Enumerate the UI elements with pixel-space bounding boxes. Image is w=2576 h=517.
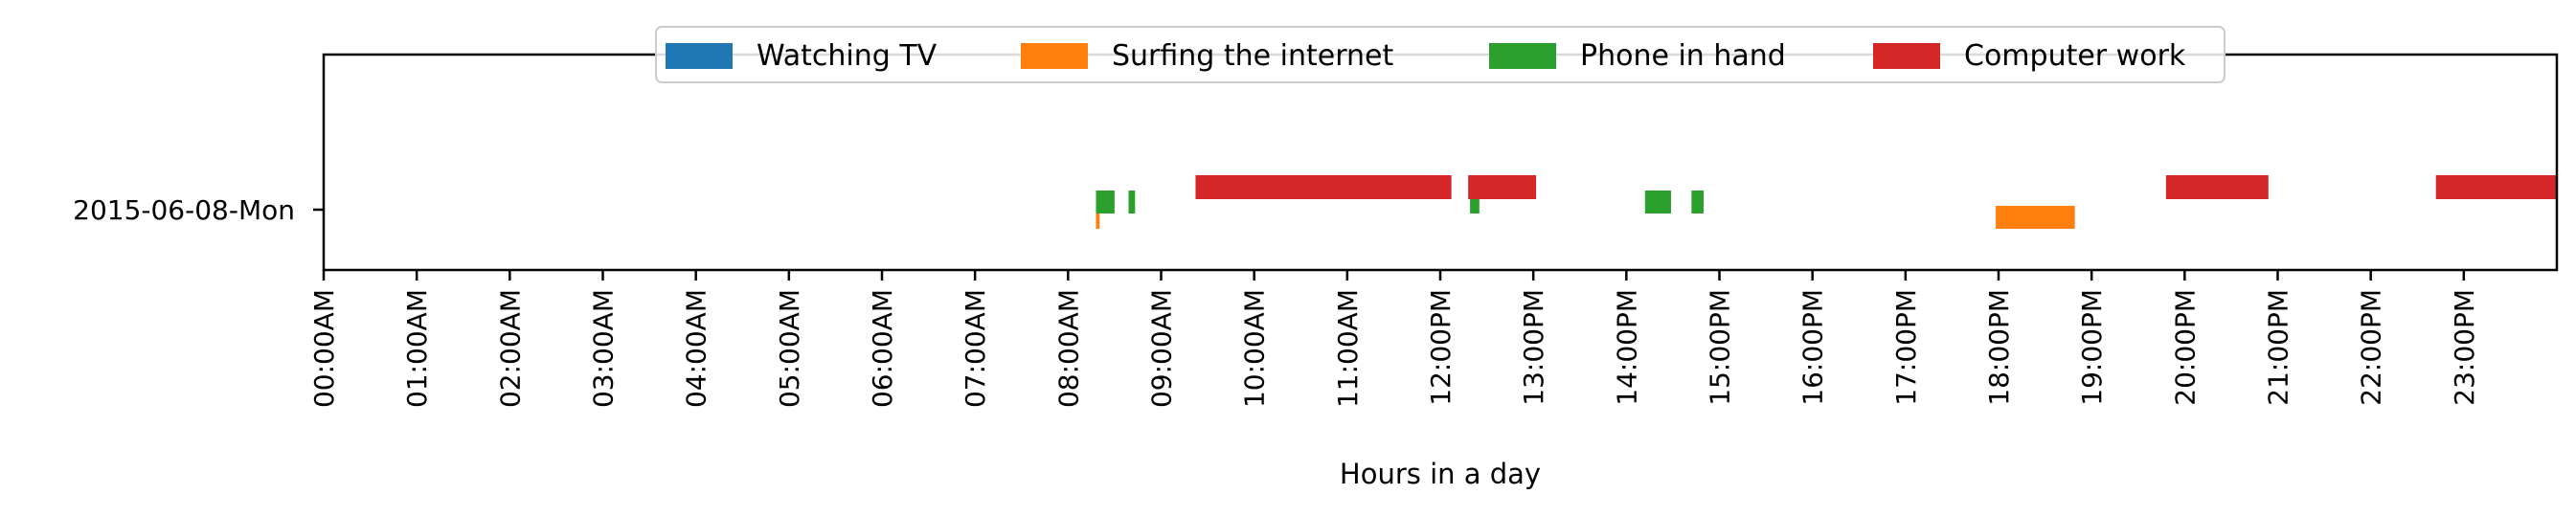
plot-area-frame xyxy=(322,53,2559,272)
x-tick-label-10: 10:00AM xyxy=(1239,289,1271,408)
x-tick-label-2: 02:00AM xyxy=(494,289,526,408)
y-tick-label-0: 2015-06-08-Mon xyxy=(73,194,295,226)
legend: Watching TV Surfing the internet Phone in … xyxy=(655,26,2226,83)
bar-series-1-interval-0 xyxy=(1096,206,1100,229)
x-tick-label-3: 03:00AM xyxy=(588,289,620,408)
x-tick-label-20: 20:00PM xyxy=(2169,289,2201,406)
x-tick-label-13: 13:00PM xyxy=(1518,289,1549,406)
x-tick-label-21: 21:00PM xyxy=(2263,289,2294,406)
x-tick-label-17: 17:00PM xyxy=(1890,289,1922,406)
x-tick-label-11: 11:00AM xyxy=(1332,289,1364,408)
x-axis: 00:00AM 01:00AM 02:00AM 03:00AM 04:00AM 05:00… xyxy=(308,270,2480,408)
bar-series-3-interval-1 xyxy=(1468,175,1537,199)
x-tick-label-8: 08:00AM xyxy=(1052,289,1084,408)
legend-swatch-0 xyxy=(666,43,733,69)
x-tick-label-9: 09:00AM xyxy=(1146,289,1178,408)
x-tick-label-7: 07:00AM xyxy=(960,289,991,408)
x-tick-label-6: 06:00AM xyxy=(867,289,898,408)
activity-bars xyxy=(1096,175,2557,229)
x-tick-label-23: 23:00PM xyxy=(2449,289,2480,406)
bar-series-2-interval-3 xyxy=(1644,191,1671,214)
legend-swatch-1 xyxy=(1021,43,1088,69)
legend-label-0: Watching TV xyxy=(757,39,938,73)
legend-label-2: Phone in hand xyxy=(1580,39,1786,73)
bar-series-2-interval-4 xyxy=(1691,191,1704,214)
x-tick-label-4: 04:00AM xyxy=(681,289,712,408)
x-tick-label-0: 00:00AM xyxy=(308,289,340,408)
x-tick-label-12: 12:00PM xyxy=(1425,289,1457,406)
y-axis: 2015-06-08-Mon xyxy=(73,194,324,226)
bar-series-1-interval-1 xyxy=(1996,206,2075,229)
bar-series-3-interval-0 xyxy=(1195,175,1452,199)
bar-series-2-interval-0 xyxy=(1096,191,1115,214)
bar-series-2-interval-2 xyxy=(1470,191,1480,214)
legend-swatch-2 xyxy=(1489,43,1556,69)
x-tick-label-1: 01:00AM xyxy=(401,289,433,408)
x-tick-label-16: 16:00PM xyxy=(1797,289,1829,406)
x-tick-label-15: 15:00PM xyxy=(1705,289,1736,406)
x-tick-label-5: 05:00AM xyxy=(774,289,805,408)
legend-label-1: Surfing the internet xyxy=(1112,39,1393,73)
bar-series-2-interval-1 xyxy=(1128,191,1136,214)
legend-label-3: Computer work xyxy=(1964,39,2186,73)
x-axis-label: Hours in a day xyxy=(1340,458,1541,490)
x-tick-label-22: 22:00PM xyxy=(2356,289,2387,406)
x-tick-label-19: 19:00PM xyxy=(2076,289,2108,406)
x-tick-label-14: 14:00PM xyxy=(1611,289,1642,406)
bar-series-3-interval-3 xyxy=(2435,175,2557,199)
legend-swatch-3 xyxy=(1873,43,1940,69)
x-tick-label-18: 18:00PM xyxy=(1983,289,2015,406)
bar-series-3-interval-2 xyxy=(2165,175,2269,199)
